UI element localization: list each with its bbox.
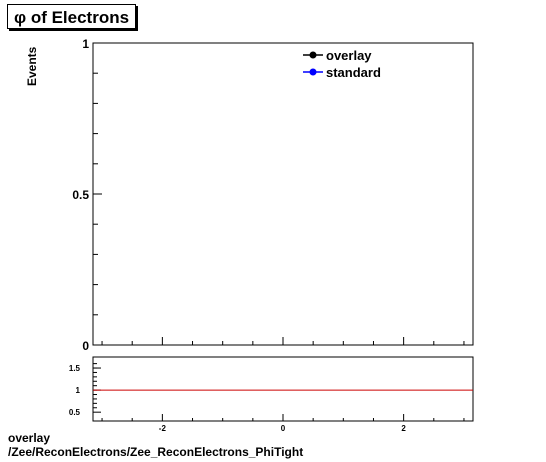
chart-title-text: φ of Electrons	[13, 8, 130, 27]
ratio-x-tick-label: -2	[159, 424, 167, 433]
chart-title: φ of Electrons	[7, 4, 136, 29]
legend-marker-overlay	[309, 51, 317, 59]
legend-marker-standard	[309, 68, 317, 76]
ratio-x-tick-label: 0	[281, 424, 286, 433]
legend-label-overlay: overlay	[326, 48, 372, 63]
footer-label-dataset: overlay	[8, 431, 51, 445]
ratio-y-tick-label: 1.5	[69, 364, 81, 373]
ratio-y-tick-label: 0.5	[69, 408, 81, 417]
ratio-panel: 0.5 1 1.5 -2 0 2	[69, 356, 474, 433]
ratio-y-tick-label: 1	[76, 386, 81, 395]
main-y-tick-label: 1	[82, 37, 89, 51]
main-panel: 0 0.5 1 Events	[25, 37, 474, 353]
main-y-tick-label: 0.5	[72, 188, 89, 202]
main-plot-frame	[92, 42, 474, 346]
legend: overlay standard	[303, 48, 381, 80]
legend-label-standard: standard	[326, 65, 381, 80]
ratio-plot-frame	[92, 356, 474, 422]
main-y-axis-label: Events	[25, 46, 39, 86]
footer-label-path: /Zee/ReconElectrons/Zee_ReconElectrons_P…	[8, 445, 304, 459]
ratio-x-tick-label: 2	[401, 424, 406, 433]
main-y-tick-label: 0	[82, 339, 89, 353]
